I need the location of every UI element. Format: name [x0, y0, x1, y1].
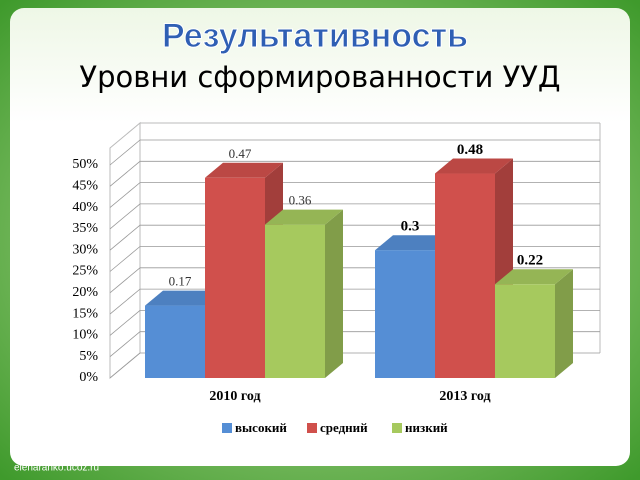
- y-tick-label: 45%: [72, 179, 98, 194]
- data-label: 0.48: [457, 142, 483, 158]
- grid-line: [109, 139, 600, 166]
- bar: [265, 224, 325, 378]
- y-tick-label: 10%: [72, 328, 98, 343]
- bar-side: [555, 269, 573, 378]
- bar-top: [435, 158, 513, 174]
- data-label: 0.3: [401, 219, 420, 235]
- data-label: 0.22: [517, 253, 543, 269]
- data-label: 0.17: [169, 274, 192, 289]
- legend-swatch: [222, 423, 232, 433]
- legend-label: низкий: [405, 420, 448, 435]
- bar-top: [375, 235, 453, 251]
- bar: [375, 250, 435, 378]
- legend-label: средний: [320, 420, 368, 435]
- bar: [145, 305, 205, 378]
- bar-top: [265, 209, 343, 225]
- bar-top: [495, 269, 573, 285]
- bar-top: [145, 290, 223, 306]
- x-tick-label: 2010 год: [209, 389, 260, 404]
- grid-line: [109, 160, 600, 187]
- y-tick-label: 15%: [72, 306, 98, 321]
- y-tick-label: 50%: [72, 157, 98, 172]
- y-tick-label: 5%: [79, 349, 98, 364]
- chart-title: Уровни сформированности УУД: [79, 60, 561, 94]
- bar: [205, 177, 265, 378]
- y-tick-label: 0%: [79, 370, 98, 385]
- x-tick-label: 2013 год: [439, 389, 490, 404]
- y-tick-label: 35%: [72, 221, 98, 236]
- bar: [435, 173, 495, 378]
- legend-swatch: [307, 423, 317, 433]
- legend-swatch: [392, 423, 402, 433]
- y-tick-label: 20%: [72, 285, 98, 300]
- legend-label: высокий: [235, 420, 287, 435]
- bar: [495, 284, 555, 378]
- y-tick-label: 40%: [72, 200, 98, 215]
- bar-top: [205, 162, 283, 178]
- bar-side: [325, 209, 343, 378]
- y-tick-label: 30%: [72, 242, 98, 257]
- data-label: 0.36: [289, 193, 312, 208]
- data-label: 0.47: [229, 146, 252, 161]
- chart-title-box: Уровни сформированности УУД: [79, 60, 561, 94]
- slide-title: Результативность: [162, 17, 468, 55]
- footer: elenaranko.ucoz.ru: [14, 463, 99, 474]
- y-tick-label: 25%: [72, 264, 98, 279]
